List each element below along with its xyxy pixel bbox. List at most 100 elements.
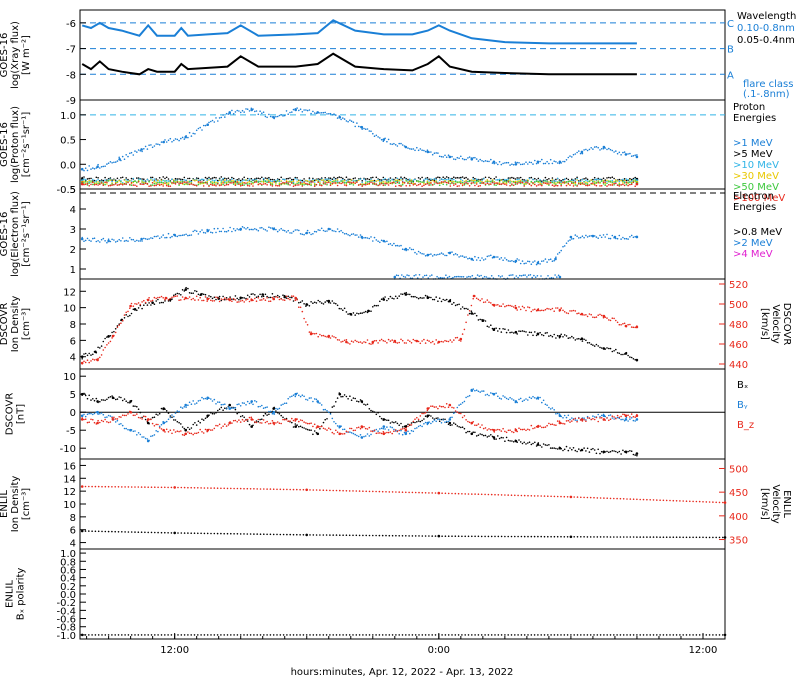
data-point [512, 260, 515, 263]
data-point [102, 349, 105, 351]
data-point [130, 634, 133, 636]
data-point [391, 339, 394, 341]
data-point [518, 306, 520, 308]
data-point [280, 227, 283, 230]
data-point [190, 486, 192, 489]
data-point [625, 351, 628, 354]
data-point [312, 181, 314, 183]
data-point [354, 180, 357, 182]
data-point [396, 342, 399, 344]
data-point [435, 406, 438, 408]
data-point [608, 414, 610, 417]
data-point [682, 536, 684, 539]
data-point [447, 300, 450, 303]
data-point [372, 534, 374, 537]
data-point [480, 493, 483, 496]
data-point [592, 178, 594, 181]
data-point [187, 431, 189, 433]
data-point [155, 180, 157, 182]
data-point [581, 313, 584, 316]
data-point [204, 296, 207, 298]
legend-entry: flare class [743, 79, 793, 90]
data-point [93, 412, 96, 415]
data-point [449, 185, 452, 187]
data-point [197, 634, 199, 636]
data-point [518, 177, 520, 179]
data-point [356, 122, 358, 124]
data-point [178, 299, 180, 302]
data-point [162, 141, 164, 144]
data-point [141, 150, 143, 153]
series-4-2 [80, 294, 639, 365]
data-point [394, 182, 397, 184]
data-point [549, 447, 552, 449]
data-point [234, 299, 237, 301]
data-point [480, 274, 482, 277]
data-point [203, 532, 206, 535]
data-point [412, 430, 415, 433]
data-point [125, 154, 127, 156]
data-point [410, 148, 413, 150]
data-point [539, 179, 541, 181]
data-point [525, 161, 527, 163]
data-point [426, 149, 429, 151]
data-point [162, 297, 164, 299]
x-axis-label: hours:minutes, Apr. 12, 2022 - Apr. 13, … [291, 667, 514, 678]
data-point [659, 536, 661, 538]
data-point [500, 257, 503, 259]
data-point [120, 159, 122, 162]
data-point [325, 489, 328, 492]
data-point [583, 338, 585, 341]
data-point [250, 416, 253, 419]
data-point [588, 180, 591, 182]
data-point [257, 177, 260, 180]
data-point [613, 497, 615, 500]
data-point [107, 530, 110, 533]
data-point [517, 535, 519, 538]
data-point [585, 314, 587, 316]
data-point [276, 180, 279, 182]
data-point [180, 430, 182, 432]
data-point [578, 237, 580, 239]
data-point [299, 301, 302, 304]
data-point [130, 184, 133, 186]
data-point [449, 404, 452, 407]
data-point [479, 426, 482, 429]
data-point [102, 340, 105, 343]
data-point [153, 416, 156, 419]
data-point [243, 634, 245, 636]
data-point [516, 258, 518, 260]
data-point [386, 419, 388, 422]
data-point [396, 430, 399, 433]
data-point [171, 414, 173, 416]
data-point [218, 179, 221, 181]
data-point [250, 298, 253, 300]
data-point [83, 240, 85, 242]
data-point [635, 452, 639, 455]
data-point [282, 533, 285, 536]
data-point [93, 181, 96, 183]
data-point [206, 123, 208, 126]
data-point [441, 535, 443, 537]
data-point [611, 183, 614, 185]
data-point [389, 295, 392, 298]
y-tick-label: 0.4 [60, 574, 76, 585]
data-point [333, 182, 335, 184]
data-point [157, 414, 159, 416]
data-point [486, 436, 489, 438]
data-point [305, 428, 307, 430]
data-point [84, 418, 87, 421]
data-point [160, 531, 163, 534]
data-point [354, 397, 357, 400]
data-point [301, 300, 304, 302]
data-point [357, 236, 360, 238]
data-point [546, 404, 548, 407]
data-point [93, 179, 96, 182]
data-point [705, 501, 708, 503]
data-point [500, 163, 503, 166]
data-point [326, 113, 328, 115]
data-point [266, 297, 268, 299]
data-point [264, 229, 267, 231]
data-point [444, 418, 446, 421]
data-point [530, 180, 533, 183]
